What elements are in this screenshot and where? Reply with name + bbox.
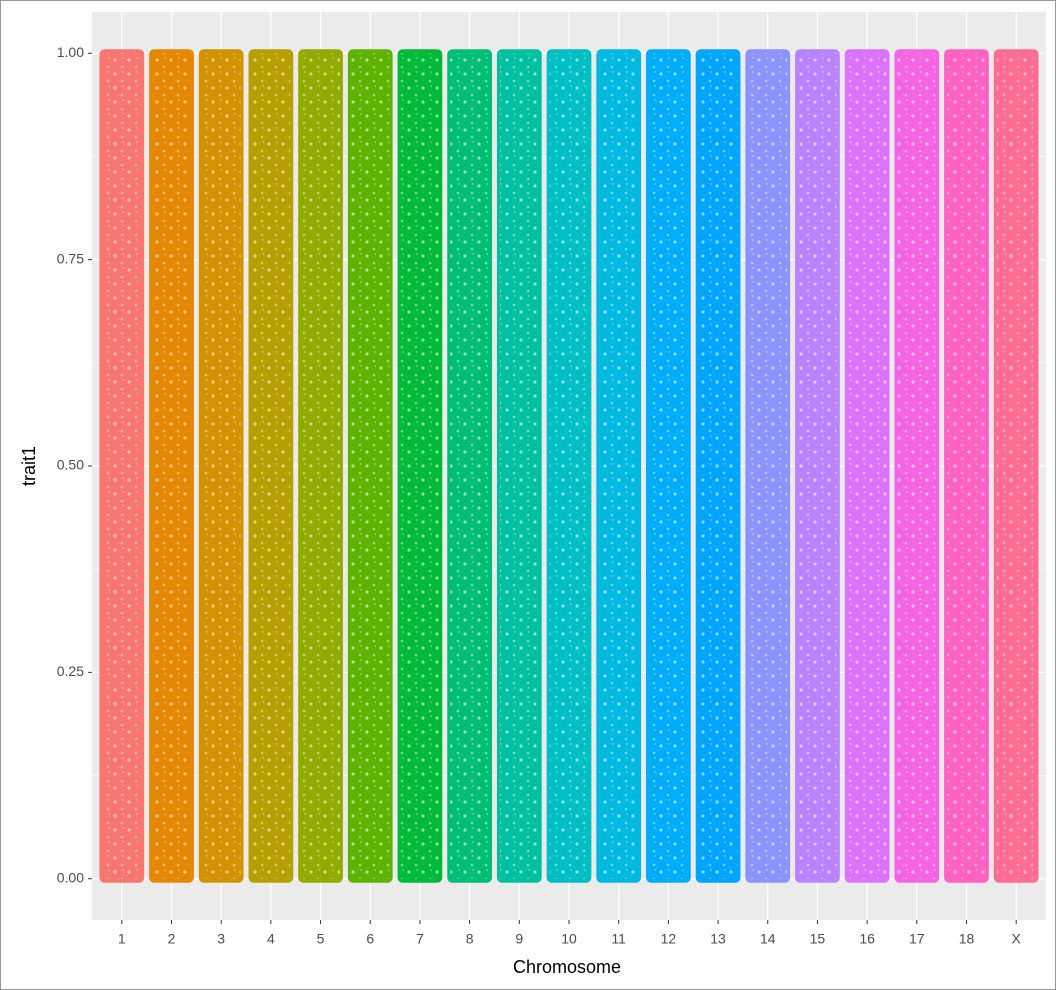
point-texture — [549, 53, 589, 879]
point-texture — [649, 53, 688, 879]
point-texture — [996, 53, 1036, 879]
point-texture — [748, 53, 788, 879]
x-tick-label: 18 — [959, 931, 975, 947]
x-tick-label: 8 — [466, 931, 474, 947]
x-tick-label: 14 — [760, 931, 776, 947]
y-axis-title: trait1 — [19, 446, 39, 486]
point-texture — [350, 53, 390, 879]
x-tick-label: 9 — [515, 931, 523, 947]
point-texture — [301, 53, 340, 879]
y-tick-label: 0.50 — [57, 457, 84, 473]
x-tick-label: 7 — [416, 931, 424, 947]
x-tick-label: 2 — [168, 931, 176, 947]
x-tick-label: 15 — [810, 931, 826, 947]
x-tick-label: 1 — [118, 931, 126, 947]
x-tick-label: 3 — [217, 931, 225, 947]
x-tick-label: 13 — [710, 931, 726, 947]
point-texture — [251, 53, 291, 879]
point-texture — [698, 53, 738, 879]
x-tick-label: 5 — [317, 931, 325, 947]
x-tick-label: 17 — [909, 931, 925, 947]
point-texture — [400, 53, 440, 879]
x-tick-label: 10 — [561, 931, 577, 947]
point-texture — [847, 53, 887, 879]
x-tick-label: 12 — [661, 931, 677, 947]
x-tick-label: 4 — [267, 931, 275, 947]
y-tick-label: 0.00 — [57, 869, 84, 885]
point-texture — [599, 53, 639, 879]
x-tick-label: 11 — [611, 931, 626, 947]
y-tick-label: 1.00 — [57, 44, 84, 60]
point-texture — [798, 53, 837, 879]
x-tick-label: 6 — [366, 931, 374, 947]
x-tick-label: X — [1012, 931, 1022, 947]
point-texture — [499, 53, 539, 879]
x-tick-label: 16 — [859, 931, 875, 947]
point-texture — [450, 53, 489, 879]
x-axis-title: Chromosome — [513, 957, 621, 977]
point-texture — [947, 53, 986, 879]
point-texture — [152, 53, 191, 879]
point-texture — [102, 53, 142, 879]
point-texture — [897, 53, 937, 879]
y-tick-label: 0.25 — [57, 663, 84, 679]
y-tick-label: 0.75 — [57, 250, 84, 266]
point-texture — [201, 53, 241, 879]
